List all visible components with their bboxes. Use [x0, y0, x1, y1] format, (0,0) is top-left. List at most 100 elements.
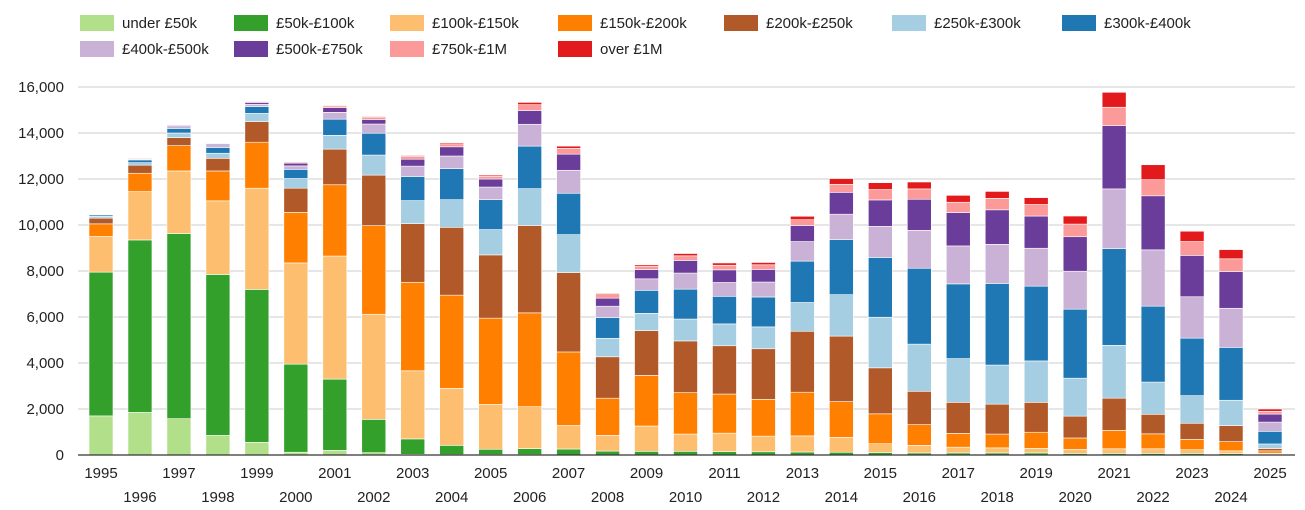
bar-segment	[283, 187, 309, 213]
bar-segment	[1179, 439, 1205, 451]
bar-segment	[712, 269, 737, 283]
legend-label: £150k-£200k	[600, 14, 687, 32]
bar-segment	[205, 200, 231, 275]
bar-segment	[673, 272, 698, 290]
bar-segment	[478, 448, 503, 455]
x-tick-label: 2015	[864, 465, 897, 482]
legend-item[interactable]: £500k-£750k	[234, 41, 390, 58]
bar-segment	[1140, 164, 1166, 180]
bar-segment	[1023, 360, 1049, 403]
bar-segment	[517, 123, 542, 147]
bar-segment	[595, 305, 620, 318]
bar-segment	[478, 229, 503, 256]
x-tick-label: 2010	[669, 489, 702, 506]
bar-segment	[205, 152, 231, 159]
bar-segment	[868, 257, 893, 318]
bar-segment	[673, 253, 698, 257]
bar-segment	[945, 201, 971, 213]
bar-segment	[361, 123, 387, 134]
legend-item[interactable]: £100k-£150k	[390, 15, 558, 32]
bar-segment	[1257, 410, 1283, 415]
bar-segment	[127, 164, 153, 174]
legend-label: £50k-£100k	[276, 14, 355, 32]
legend-item[interactable]: £300k-£400k	[1062, 15, 1222, 32]
legend-item[interactable]: £400k-£500k	[80, 41, 234, 58]
bar-segment	[1257, 448, 1283, 452]
x-tick-label: 2012	[747, 489, 780, 506]
bar-segment	[829, 183, 854, 193]
legend-label: £500k-£750k	[276, 40, 363, 58]
bar-segment	[984, 433, 1010, 449]
bar-segment	[1062, 415, 1088, 439]
bar-segment	[868, 316, 893, 369]
bar-segment	[322, 112, 348, 120]
bar-segment	[712, 432, 737, 452]
bar-segment	[673, 260, 698, 274]
bar-segment	[1140, 433, 1166, 450]
bar-segment	[556, 448, 581, 456]
bar-segment	[906, 424, 932, 446]
bar-segment	[205, 147, 231, 154]
bar-segment	[556, 234, 581, 273]
x-tick-label: 2025	[1253, 465, 1286, 482]
x-tick-label: 2019	[1020, 465, 1053, 482]
x-tick-label: 2009	[630, 465, 663, 482]
bar-segment	[712, 451, 737, 456]
bar-segment	[361, 119, 387, 125]
legend-item[interactable]: £150k-£200k	[558, 15, 724, 32]
bar-segment	[673, 340, 698, 393]
bar-segment	[166, 137, 192, 146]
bar-segment	[1023, 215, 1049, 249]
legend-item[interactable]: under £50k	[80, 15, 234, 32]
legend-item[interactable]: £200k-£250k	[724, 15, 892, 32]
x-tick-label: 2024	[1214, 489, 1247, 506]
legend-item[interactable]: £50k-£100k	[234, 15, 390, 32]
legend-item[interactable]: £750k-£1M	[390, 41, 558, 58]
bar-segment	[478, 178, 503, 188]
bar-segment	[1101, 430, 1127, 450]
x-tick-label: 2005	[474, 465, 507, 482]
legend-item[interactable]: £250k-£300k	[892, 15, 1062, 32]
bar-segment	[1179, 241, 1205, 256]
bar-segment	[906, 267, 932, 345]
bar-segment	[88, 271, 114, 417]
bar-segment	[517, 188, 542, 226]
bar-segment	[361, 154, 387, 176]
bar-segment	[1101, 344, 1127, 399]
legend-row: under £50k £50k-£100k £100k-£150k £150k-£20…	[80, 10, 1300, 36]
bar-segment	[88, 223, 114, 237]
bar-segment	[712, 262, 737, 266]
bar-segment	[1257, 408, 1283, 412]
bar-segment	[595, 356, 620, 399]
bar-segment	[829, 192, 854, 215]
y-tick-label: 14,000	[18, 125, 64, 142]
bar-segment	[361, 225, 387, 315]
y-tick-label: 4,000	[26, 355, 64, 372]
bar-segment	[1101, 448, 1127, 454]
bar-segment	[984, 191, 1010, 199]
bar-segment	[400, 281, 426, 372]
chart-legend: under £50k £50k-£100k £100k-£150k £150k-£20…	[80, 10, 1300, 62]
bar-segment	[556, 272, 581, 353]
x-tick-label: 2013	[786, 465, 819, 482]
bar-segment	[478, 317, 503, 405]
x-tick-label: 2020	[1058, 489, 1091, 506]
bar-segment	[1140, 179, 1166, 197]
bar-segment	[751, 399, 776, 437]
x-tick-label: 2022	[1136, 489, 1169, 506]
bar-segment	[634, 290, 659, 314]
bar-segment	[1218, 249, 1244, 260]
bar-segment	[517, 406, 542, 449]
legend-swatch	[724, 15, 758, 31]
bar-segment	[751, 269, 776, 283]
bar-segment	[829, 401, 854, 438]
bar-segment	[244, 106, 270, 114]
bar-segment	[1218, 399, 1244, 426]
y-tick-label: 10,000	[18, 217, 64, 234]
bar-segment	[906, 343, 932, 392]
bar-segment	[517, 448, 542, 455]
bar-segment	[945, 402, 971, 434]
bar-segment	[517, 102, 542, 106]
legend-item[interactable]: over £1M	[558, 41, 724, 58]
bar-segment	[1062, 270, 1088, 310]
